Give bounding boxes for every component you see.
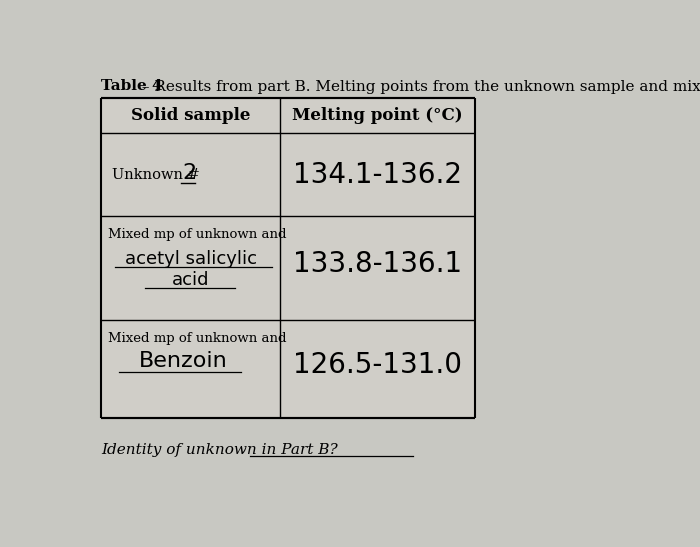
Text: Melting point (°C): Melting point (°C) bbox=[292, 107, 463, 124]
Text: Benzoin: Benzoin bbox=[139, 351, 228, 370]
Text: Mixed mp of unknown and: Mixed mp of unknown and bbox=[108, 332, 286, 345]
Text: acetyl salicylic: acetyl salicylic bbox=[125, 249, 257, 267]
Bar bbox=[102, 98, 475, 418]
Text: Solid sample: Solid sample bbox=[131, 107, 251, 124]
Text: Table 4: Table 4 bbox=[102, 79, 163, 94]
Text: 126.5-131.0: 126.5-131.0 bbox=[293, 351, 462, 379]
Text: acid: acid bbox=[172, 271, 209, 289]
Text: – Results from part B. Melting points from the unknown sample and mixed samples.: – Results from part B. Melting points fr… bbox=[137, 79, 700, 94]
Text: 133.8-136.1: 133.8-136.1 bbox=[293, 250, 462, 278]
Text: Identity of unknown in Part B?: Identity of unknown in Part B? bbox=[102, 443, 338, 457]
Text: Unknown #: Unknown # bbox=[112, 167, 200, 182]
Text: Mixed mp of unknown and: Mixed mp of unknown and bbox=[108, 228, 286, 241]
Text: 134.1-136.2: 134.1-136.2 bbox=[293, 161, 462, 189]
Text: 2: 2 bbox=[183, 163, 197, 183]
